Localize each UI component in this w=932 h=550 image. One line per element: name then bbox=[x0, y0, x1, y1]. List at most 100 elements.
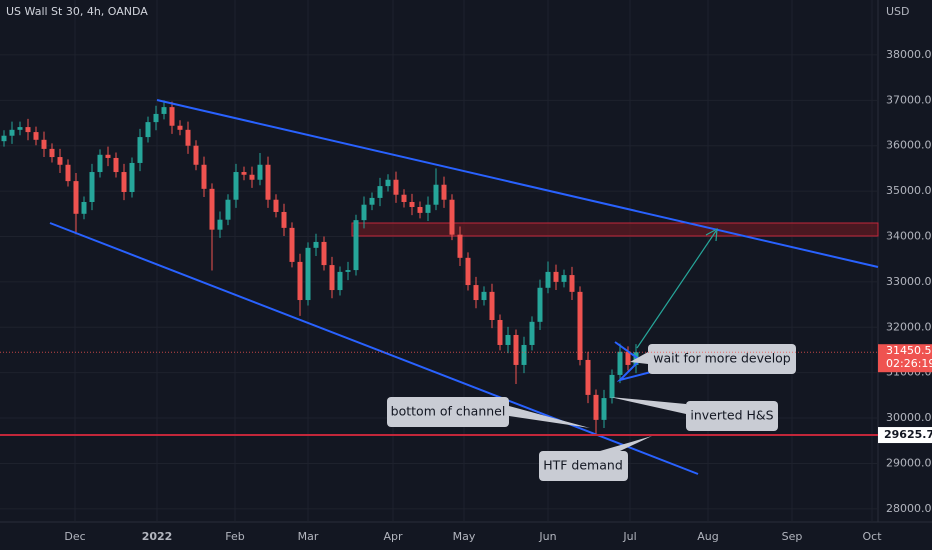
candle-body bbox=[337, 271, 343, 291]
candle-body bbox=[377, 186, 383, 198]
candle-body bbox=[457, 234, 463, 258]
candle-body bbox=[409, 201, 415, 207]
y-tick-label: 33000.0 bbox=[886, 275, 932, 288]
arrow-head bbox=[705, 227, 718, 242]
callout-pointer bbox=[509, 406, 590, 428]
x-tick-label: Sep bbox=[782, 530, 803, 543]
candle-body bbox=[89, 172, 95, 202]
candle-body bbox=[313, 241, 319, 248]
callout-box bbox=[539, 451, 628, 481]
candle-body bbox=[441, 184, 447, 200]
candle-body bbox=[81, 201, 87, 214]
callout-text: HTF demand bbox=[543, 458, 623, 473]
candle-body bbox=[561, 275, 567, 282]
candle-body bbox=[233, 172, 239, 200]
candle-body bbox=[585, 359, 591, 395]
candle-body bbox=[401, 194, 407, 202]
candle-body bbox=[553, 271, 559, 282]
candle-body bbox=[145, 122, 151, 138]
candle-body bbox=[385, 179, 391, 187]
last-price-label: 31450.5 bbox=[886, 344, 932, 357]
candle-body bbox=[601, 398, 607, 420]
candle-body bbox=[417, 206, 423, 213]
callouts: wait for more develop inverted H&S botto… bbox=[387, 344, 796, 481]
candle-body bbox=[25, 127, 31, 133]
candle-body bbox=[217, 219, 223, 230]
candle-body bbox=[393, 179, 399, 195]
candle-body bbox=[73, 181, 79, 214]
candle-body bbox=[201, 164, 207, 189]
candle-body bbox=[489, 291, 495, 321]
triangle-pattern bbox=[614, 341, 652, 382]
x-tick-label: Dec bbox=[64, 530, 85, 543]
callout-pointer bbox=[610, 397, 686, 414]
candle-body bbox=[57, 157, 63, 165]
candle-body bbox=[577, 291, 583, 360]
callout-box bbox=[648, 344, 796, 374]
candle-body bbox=[137, 137, 143, 163]
candle-body bbox=[473, 285, 479, 301]
candles bbox=[1, 100, 639, 434]
candle-body bbox=[153, 113, 159, 123]
y-tick-label: 29000.0 bbox=[886, 456, 932, 469]
candle-body bbox=[353, 220, 359, 271]
candle-body bbox=[497, 320, 503, 345]
y-tick-label: 28000.0 bbox=[886, 502, 932, 515]
candle-body bbox=[41, 139, 47, 149]
candle-body bbox=[361, 204, 367, 221]
callout-text: inverted H&S bbox=[690, 408, 773, 423]
candle-body bbox=[545, 271, 551, 288]
y-tick-label: 37000.0 bbox=[886, 93, 932, 106]
candle-body bbox=[49, 148, 55, 158]
candle-body bbox=[425, 204, 431, 213]
candle-body bbox=[249, 174, 255, 180]
projection-arrow bbox=[636, 230, 717, 349]
candle-body bbox=[33, 132, 39, 140]
channel-top bbox=[156, 99, 879, 268]
candle-body bbox=[241, 172, 247, 175]
channel-bottom bbox=[49, 222, 699, 475]
x-tick-label: Mar bbox=[298, 530, 319, 543]
x-tick-label: Jul bbox=[622, 530, 636, 543]
candle-body bbox=[521, 344, 527, 365]
candle-body bbox=[569, 275, 575, 292]
candle-body bbox=[105, 154, 111, 158]
candle-body bbox=[617, 351, 623, 375]
countdown: 02:26:19 bbox=[886, 357, 932, 370]
callout-text: wait for more develop bbox=[653, 351, 791, 366]
candle-body bbox=[113, 157, 119, 173]
candle-body bbox=[257, 164, 263, 180]
candle-body bbox=[305, 247, 311, 301]
candle-body bbox=[513, 334, 519, 365]
candle-body bbox=[1, 135, 7, 142]
x-tick-label: Oct bbox=[862, 530, 882, 543]
candle-body bbox=[321, 241, 327, 266]
candle-body bbox=[97, 154, 103, 173]
candle-body bbox=[297, 261, 303, 301]
callout-pointer bbox=[600, 436, 652, 451]
last-price-bg bbox=[878, 344, 932, 373]
x-tick-label: Aug bbox=[697, 530, 718, 543]
support-label-bg bbox=[878, 427, 932, 444]
x-tick-label: Jun bbox=[538, 530, 556, 543]
candle-body bbox=[625, 351, 631, 365]
candle-body bbox=[169, 107, 175, 126]
candle-body bbox=[505, 334, 511, 345]
candle-body bbox=[185, 129, 191, 146]
x-tick-label: May bbox=[453, 530, 476, 543]
candle-body bbox=[65, 164, 71, 182]
callout-pointer bbox=[630, 352, 648, 364]
x-tick-label: Apr bbox=[383, 530, 403, 543]
candle-body bbox=[281, 211, 287, 228]
candle-body bbox=[161, 107, 167, 114]
candle-body bbox=[537, 287, 543, 322]
currency: USD bbox=[886, 5, 910, 18]
y-tick-label: 35000.0 bbox=[886, 184, 932, 197]
candle-body bbox=[465, 257, 471, 286]
candle-body bbox=[209, 188, 215, 230]
candle-body bbox=[177, 125, 183, 130]
callout-text: bottom of channel bbox=[391, 404, 506, 419]
support-label: 29625.7 bbox=[884, 428, 932, 441]
candle-body bbox=[609, 374, 615, 399]
supply-zone bbox=[351, 222, 879, 237]
